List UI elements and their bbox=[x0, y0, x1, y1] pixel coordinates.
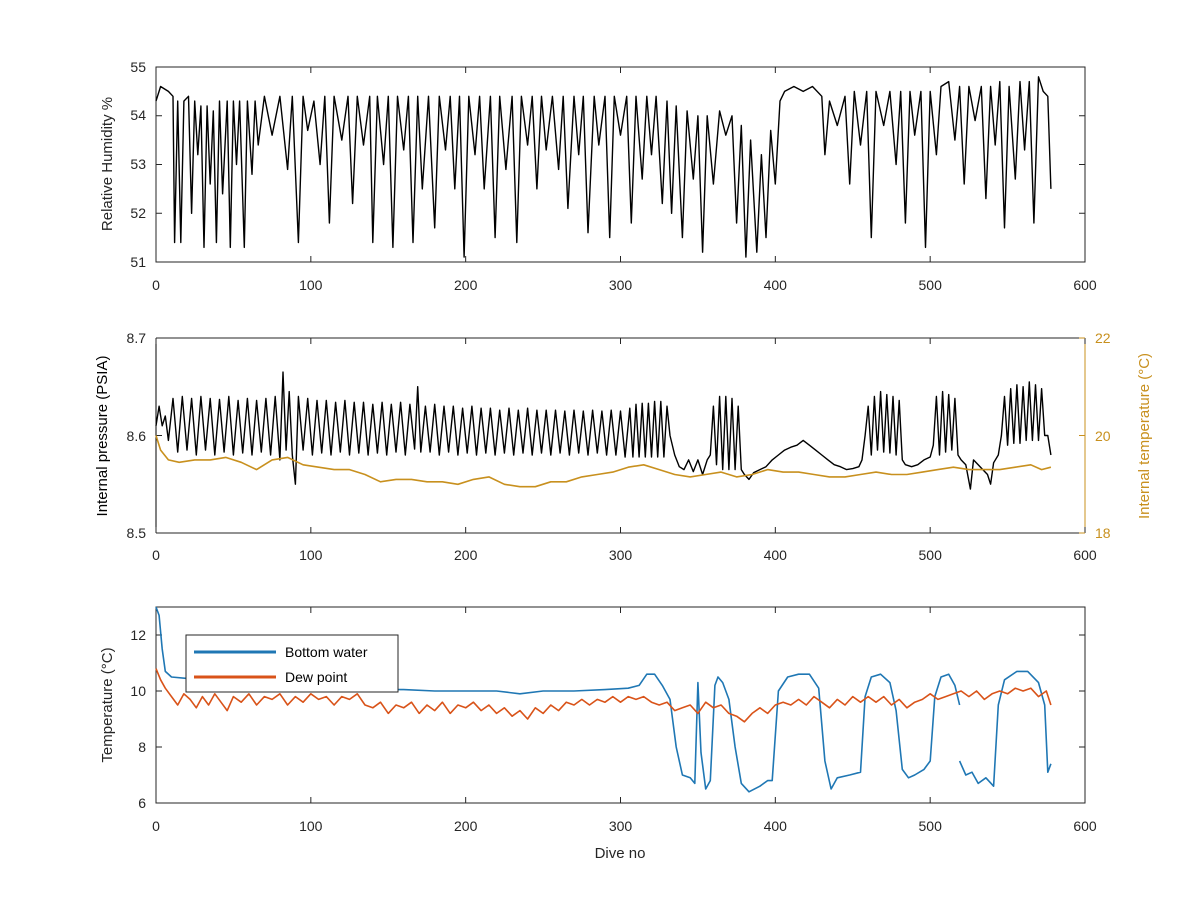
legend-label-bottom-water: Bottom water bbox=[285, 644, 368, 660]
temperature-x-tick: 0 bbox=[152, 818, 160, 834]
humidity-x-tick: 300 bbox=[609, 277, 633, 293]
legend-box bbox=[185, 634, 399, 693]
legend: Bottom water Dew point bbox=[185, 634, 399, 693]
humidity-y-tick: 55 bbox=[130, 59, 146, 75]
temperature-panel: 0 100 200 300 400 500 600 6 8 10 12 Temp… bbox=[99, 606, 1097, 862]
temperature-x-tick: 400 bbox=[764, 818, 788, 834]
humidity-y-axis-label: Relative Humidity % bbox=[99, 97, 116, 231]
humidity-x-tick: 100 bbox=[299, 277, 323, 293]
humidity-x-tick: 600 bbox=[1073, 277, 1097, 293]
humidity-x-tick-labels: 0 100 200 300 400 500 600 bbox=[152, 277, 1097, 293]
legend-label-dew-point: Dew point bbox=[285, 669, 347, 685]
pressure-plot-area bbox=[156, 338, 1085, 533]
dew-point-line bbox=[155, 668, 1052, 723]
temperature-x-tick: 100 bbox=[299, 818, 323, 834]
temperature-y-tick: 10 bbox=[130, 683, 146, 699]
pressure-y-axis-label: Internal pressure (PSIA) bbox=[94, 356, 111, 517]
x-axis-label: Dive no bbox=[595, 845, 646, 862]
pressure-x-tick: 300 bbox=[609, 547, 633, 563]
humidity-y-tick: 51 bbox=[130, 254, 146, 270]
temperature-y-tick-labels: 6 8 10 12 bbox=[130, 627, 146, 811]
pressure-x-tick: 200 bbox=[454, 547, 478, 563]
pressure-x-tick: 600 bbox=[1073, 547, 1097, 563]
temperature-right-tick: 18 bbox=[1095, 525, 1111, 541]
temperature-y-axis-label: Temperature (°C) bbox=[99, 647, 116, 762]
pressure-tick-marks bbox=[155, 337, 1086, 534]
temperature-y-tick: 12 bbox=[130, 627, 146, 643]
temperature-x-tick: 200 bbox=[454, 818, 478, 834]
humidity-x-tick: 400 bbox=[764, 277, 788, 293]
humidity-y-tick: 53 bbox=[130, 156, 146, 172]
humidity-x-tick: 0 bbox=[152, 277, 160, 293]
humidity-tick-marks bbox=[155, 66, 1086, 263]
humidity-y-tick-labels: 51 52 53 54 55 bbox=[130, 59, 146, 270]
pressure-series bbox=[155, 371, 1052, 490]
temperature-x-tick: 500 bbox=[919, 818, 943, 834]
humidity-y-tick: 52 bbox=[130, 205, 146, 221]
pressure-x-tick: 0 bbox=[152, 547, 160, 563]
pressure-line bbox=[155, 371, 1052, 490]
pressure-y-tick: 8.7 bbox=[127, 330, 147, 346]
pressure-panel: 0 100 200 300 400 500 600 8.5 8.6 8.7 18… bbox=[94, 330, 1153, 563]
pressure-y-tick: 8.5 bbox=[127, 525, 147, 541]
temperature-right-tick: 22 bbox=[1095, 330, 1111, 346]
pressure-x-tick: 400 bbox=[764, 547, 788, 563]
temperature-right-tick-labels: 18 20 22 bbox=[1095, 330, 1111, 541]
pressure-y-tick-labels: 8.5 8.6 8.7 bbox=[127, 330, 147, 541]
humidity-panel: 0 100 200 300 400 500 600 51 52 53 54 55… bbox=[99, 59, 1097, 293]
temperature-tick-marks bbox=[155, 607, 1086, 804]
internal-temperature-line bbox=[155, 435, 1052, 488]
temperature-y-tick: 6 bbox=[138, 795, 146, 811]
temperature-right-tick: 20 bbox=[1095, 428, 1111, 444]
humidity-y-tick: 54 bbox=[130, 107, 146, 123]
pressure-x-tick: 100 bbox=[299, 547, 323, 563]
temperature-x-tick: 300 bbox=[609, 818, 633, 834]
pressure-y-tick: 8.6 bbox=[127, 428, 147, 444]
temperature-x-tick: 600 bbox=[1073, 818, 1097, 834]
temperature-right-axis-label: Internal temperature (°C) bbox=[1136, 353, 1153, 519]
humidity-x-tick: 200 bbox=[454, 277, 478, 293]
temperature-y-tick: 8 bbox=[138, 739, 146, 755]
humidity-series bbox=[155, 76, 1052, 258]
temperature-x-tick-labels: 0 100 200 300 400 500 600 bbox=[152, 818, 1097, 834]
humidity-line bbox=[155, 76, 1052, 258]
pressure-x-tick: 500 bbox=[919, 547, 943, 563]
pressure-x-tick-labels: 0 100 200 300 400 500 600 bbox=[152, 547, 1097, 563]
humidity-x-tick: 500 bbox=[919, 277, 943, 293]
